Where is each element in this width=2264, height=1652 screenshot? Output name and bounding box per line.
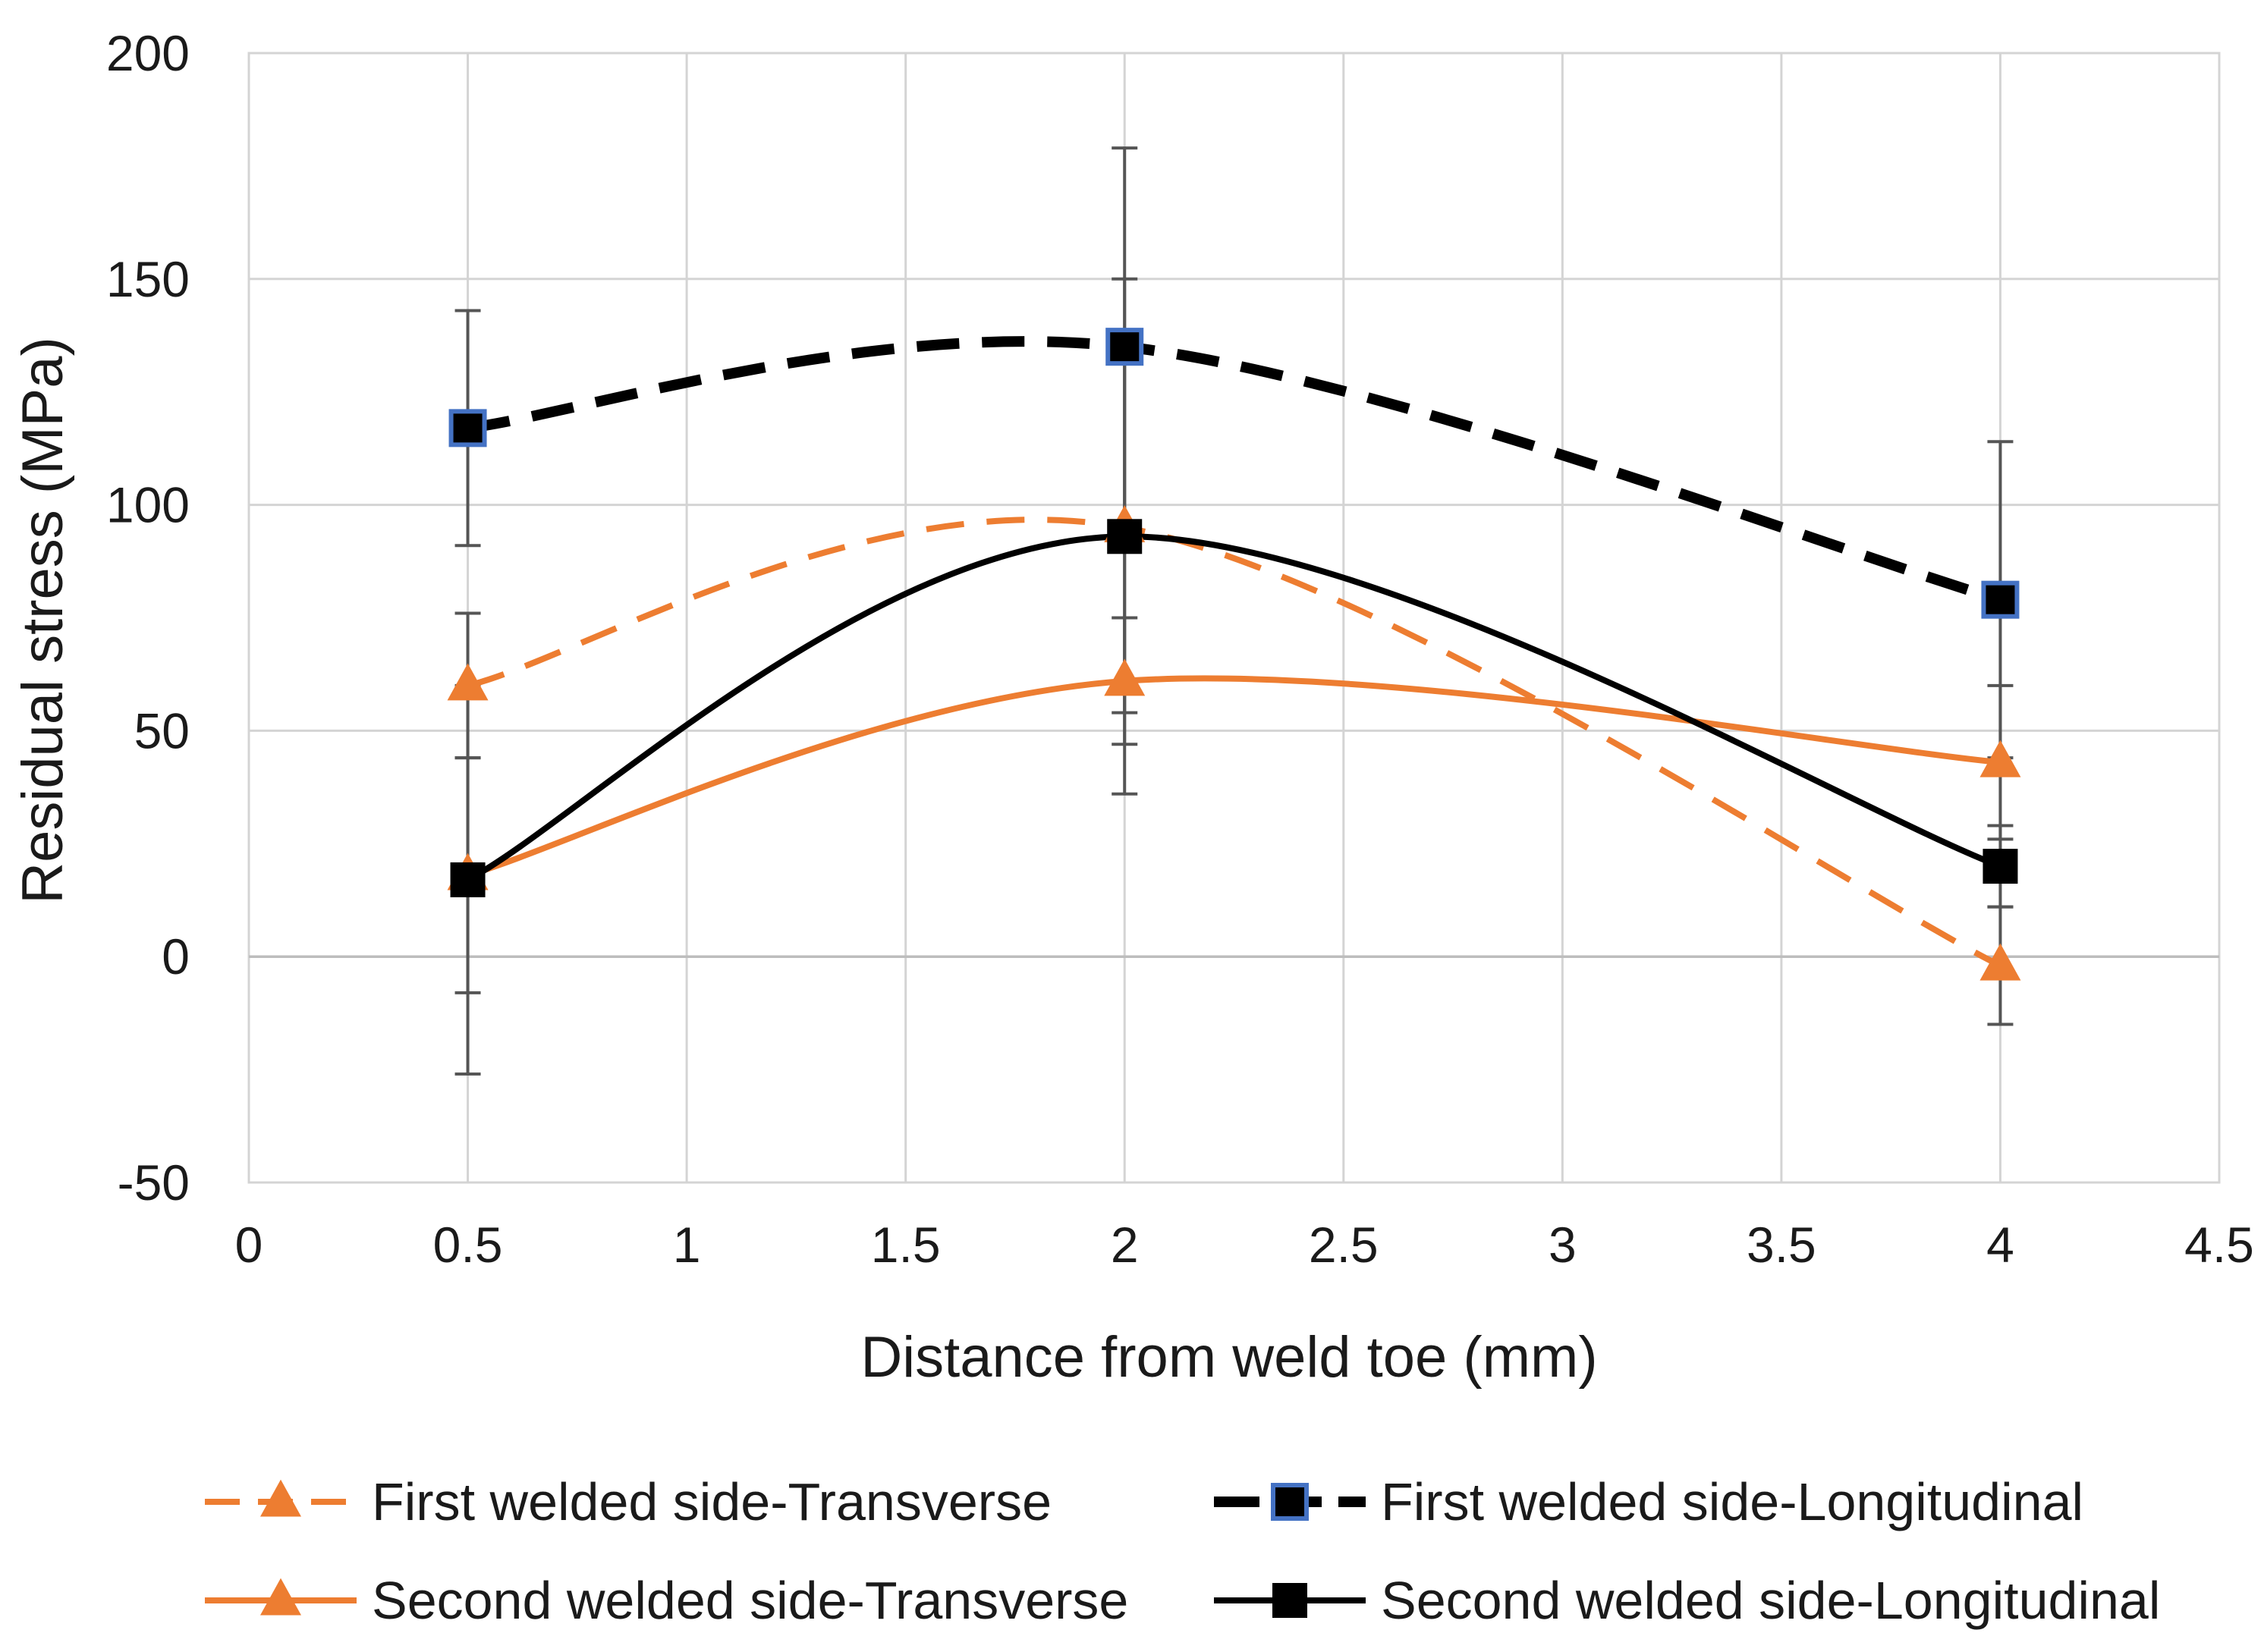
x-tick-label: 3.5 [1747, 1217, 1816, 1273]
error-bars [454, 146, 2014, 1076]
legend-item: First welded side-Longitudinal [1214, 1472, 2083, 1531]
legend-label: Second welded side-Transverse [372, 1571, 1128, 1630]
y-axis-title: Residual stress (MPa) [11, 337, 75, 904]
second-welded-side-longitudinal-marker [450, 862, 486, 897]
x-tick-label: 2 [1111, 1217, 1139, 1273]
legend-item: Second welded side-Transverse [205, 1571, 1128, 1630]
second-welded-side-longitudinal-line [466, 533, 2001, 883]
legend: First welded side-Transverse First welded… [205, 1472, 2160, 1630]
y-tick-label: 200 [106, 25, 190, 81]
second-welded-side-longitudinal-marker [1272, 1583, 1307, 1618]
first-welded-side-transverse-marker [260, 1479, 301, 1517]
series-lines [466, 336, 2002, 969]
first-welded-side-transverse-marker [447, 663, 489, 701]
x-tick-label: 4.5 [2184, 1217, 2254, 1273]
y-tick-label: -50 [118, 1154, 190, 1211]
first-welded-side-longitudinal-marker [1105, 328, 1144, 366]
legend-label: First welded side-Longitudinal [1381, 1472, 2083, 1531]
x-tick-label: 2.5 [1309, 1217, 1379, 1273]
first-welded-side-longitudinal-marker [1981, 580, 2020, 619]
grid-layer [247, 52, 2221, 1184]
second-welded-side-longitudinal-marker [1107, 519, 1143, 554]
legend-item: First welded side-Transverse [205, 1472, 1052, 1531]
y-tick-label: 100 [106, 477, 190, 533]
y-tick-label: 0 [162, 928, 190, 985]
legend-item: Second welded side-Longitudinal [1214, 1571, 2160, 1630]
x-tick-label: 0 [235, 1217, 263, 1273]
first-welded-side-transverse-marker [1979, 943, 2021, 981]
second-welded-side-transverse-marker [1979, 740, 2021, 777]
x-axis-title: Distance from weld toe (mm) [860, 1325, 1597, 1390]
second-welded-side-transverse-line [467, 675, 2001, 878]
y-tick-label: 150 [106, 251, 190, 307]
legend-label: Second welded side-Longitudinal [1381, 1571, 2160, 1630]
plot-frame [247, 52, 2221, 1184]
series-markers [447, 328, 2021, 981]
first-welded-side-longitudinal-marker [1271, 1483, 1309, 1521]
second-welded-side-transverse-marker [260, 1578, 301, 1616]
x-tick-label: 0.5 [433, 1217, 503, 1273]
legend-label: First welded side-Transverse [372, 1472, 1052, 1531]
x-tick-label: 3 [1549, 1217, 1577, 1273]
second-welded-side-transverse-marker [1104, 658, 1146, 696]
x-tick-label: 4 [1986, 1217, 2014, 1273]
first-welded-side-longitudinal-marker [448, 409, 487, 448]
first-welded-side-transverse-line [467, 517, 2002, 969]
x-tick-label: 1.5 [871, 1217, 941, 1273]
second-welded-side-longitudinal-marker [1983, 849, 2018, 884]
x-tick-label: 1 [673, 1217, 701, 1273]
axis-ticks: 0 0.5 1 1.5 2 2.5 3 3.5 4 4.5 -50 0 50 100 150 200 [106, 25, 2254, 1273]
y-tick-label: 50 [134, 702, 190, 758]
